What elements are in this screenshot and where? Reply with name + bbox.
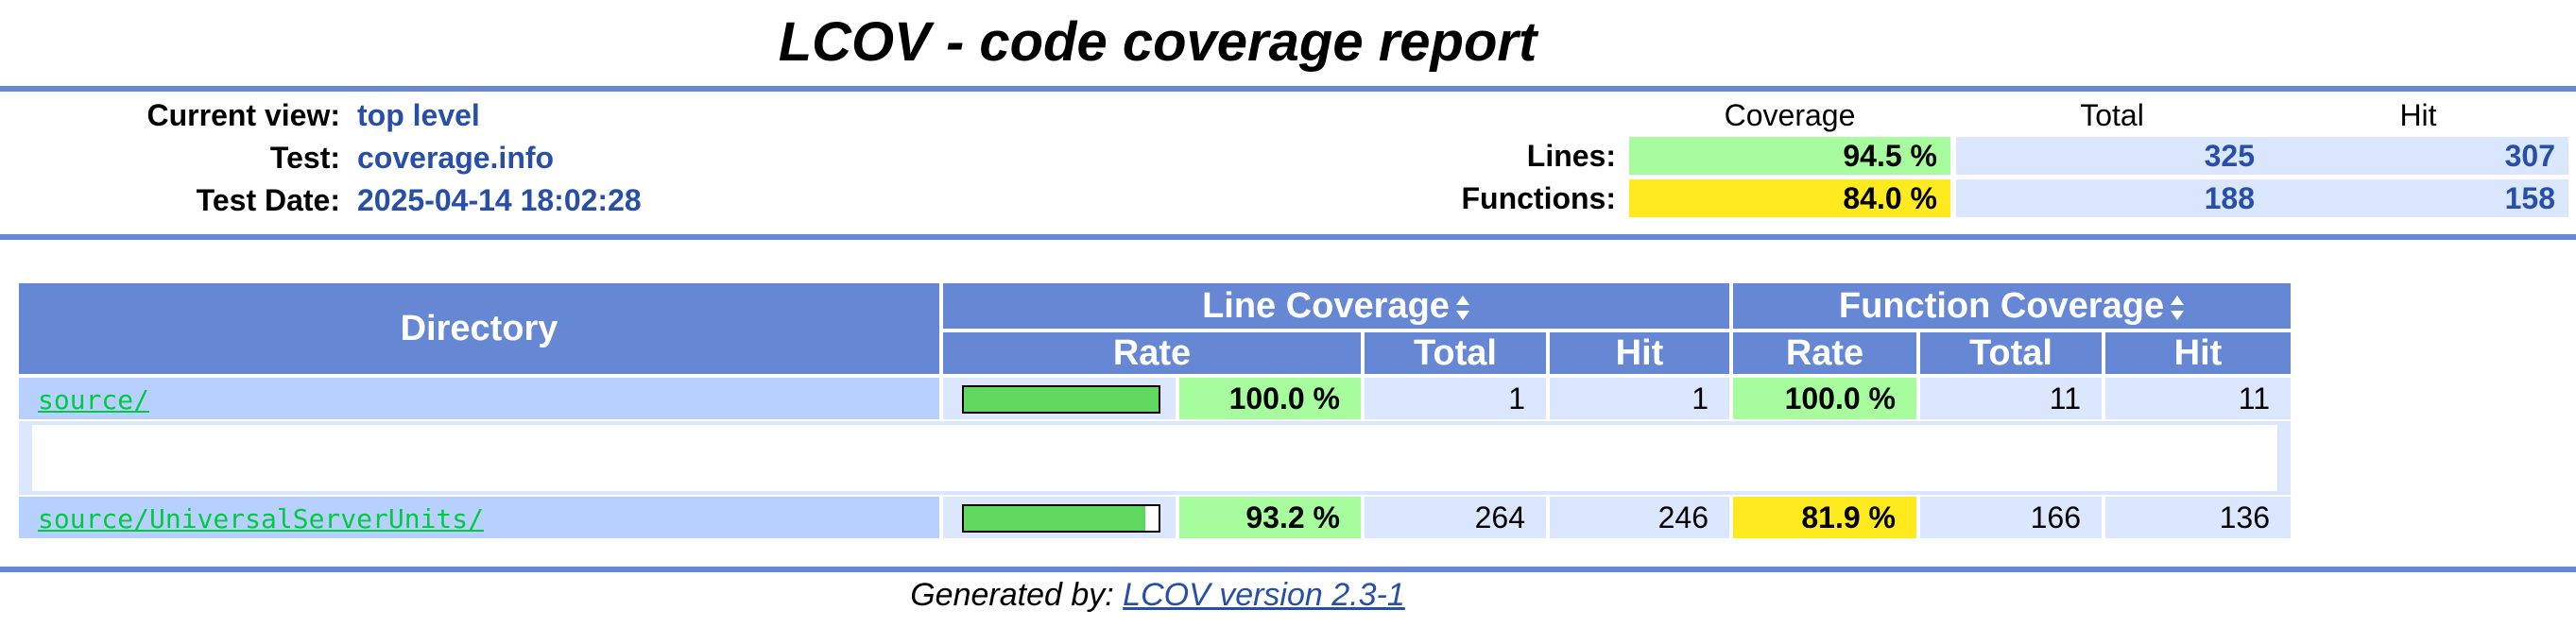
- summary-lines-hit: 307: [2268, 137, 2568, 175]
- function-rate-cell: 100.0 %: [1733, 378, 1916, 419]
- line-total-header: Total: [1365, 332, 1546, 374]
- function-coverage-header-label: Function Coverage: [1838, 286, 2165, 326]
- directory-link[interactable]: source/: [38, 384, 150, 415]
- line-total-cell: 264: [1365, 497, 1546, 538]
- summary-functions-label: Functions:: [1461, 181, 1616, 215]
- lcov-version-link[interactable]: LCOV version 2.3-1: [1123, 577, 1405, 613]
- directory-link[interactable]: source/UniversalServerUnits/: [38, 503, 485, 534]
- function-coverage-column-header[interactable]: Function Coverage: [1733, 283, 2291, 329]
- function-total-cell: 166: [1920, 497, 2102, 538]
- line-rate-cell: 100.0 %: [1179, 378, 1361, 419]
- summary-functions-total: 188: [1956, 179, 2268, 217]
- table-row-directory: source/UniversalServerUnits/: [19, 497, 939, 538]
- current-view-value: top level: [357, 98, 480, 132]
- function-hit-cell: 11: [2105, 378, 2291, 419]
- directory-header-label: Directory: [400, 309, 558, 348]
- line-coverage-column-header[interactable]: Line Coverage: [943, 283, 1729, 329]
- function-total-header: Total: [1920, 332, 2102, 374]
- coverage-bar: [962, 504, 1160, 533]
- table-row-directory: source/: [19, 378, 939, 419]
- footer-prefix: Generated by:: [910, 577, 1114, 613]
- line-hit-header: Hit: [1550, 332, 1729, 374]
- test-value: coverage.info: [357, 141, 555, 175]
- top-divider: [0, 86, 2576, 92]
- line-coverage-header-label: Line Coverage: [1202, 286, 1450, 326]
- line-coverage-bar-cell: [943, 378, 1176, 419]
- summary-total-header: Total: [2080, 98, 2144, 132]
- coverage-bar-fill: [964, 387, 1159, 412]
- summary-coverage-header: Coverage: [1724, 98, 1856, 132]
- summary-hit-header: Hit: [2399, 98, 2437, 132]
- line-coverage-bar-cell: [943, 497, 1176, 538]
- sort-updown-icon[interactable]: [2170, 294, 2185, 322]
- summary-lines-total: 325: [1956, 137, 2268, 175]
- coverage-bar: [962, 385, 1160, 414]
- sort-updown-icon[interactable]: [1455, 294, 1470, 322]
- line-rate-cell: 93.2 %: [1179, 497, 1361, 538]
- test-date-label: Test Date:: [196, 183, 340, 217]
- footer: Generated by: LCOV version 2.3-1: [0, 574, 2315, 616]
- summary-functions-hit: 158: [2268, 179, 2568, 217]
- function-hit-header: Hit: [2105, 332, 2291, 374]
- test-label: Test:: [269, 141, 340, 175]
- line-hit-cell: 1: [1550, 378, 1729, 419]
- line-hit-cell: 246: [1550, 497, 1729, 538]
- footer-divider: [0, 567, 2576, 572]
- function-rate-cell: 81.9 %: [1733, 497, 1916, 538]
- function-hit-cell: 136: [2105, 497, 2291, 538]
- directory-column-header[interactable]: Directory: [19, 283, 939, 374]
- table-spacer-blank: [32, 425, 2277, 491]
- summary-lines-label: Lines:: [1526, 139, 1616, 173]
- summary-functions-coverage: 84.0 %: [1629, 179, 1950, 217]
- coverage-bar-fill: [964, 506, 1145, 531]
- summary-lines-coverage: 94.5 %: [1629, 137, 1950, 175]
- function-rate-header: Rate: [1733, 332, 1916, 374]
- function-total-cell: 11: [1920, 378, 2102, 419]
- table-spacer-row: [19, 421, 2291, 495]
- test-date-value: 2025-04-14 18:02:28: [357, 183, 642, 217]
- current-view-label: Current view:: [146, 98, 340, 132]
- page-title: LCOV - code coverage report: [778, 11, 1537, 73]
- header-divider: [0, 234, 2576, 240]
- line-rate-header: Rate: [943, 332, 1361, 374]
- line-total-cell: 1: [1365, 378, 1546, 419]
